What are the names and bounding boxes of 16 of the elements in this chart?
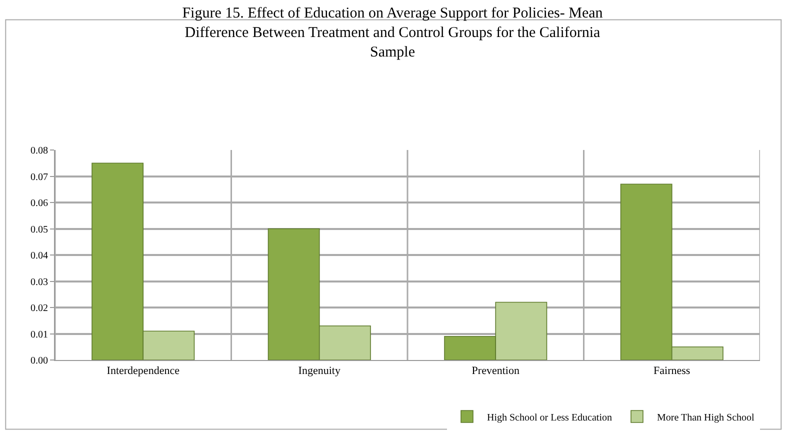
y-tick-label: 0.05 [30,224,48,236]
y-tick-label: 0.00 [30,356,48,366]
legend-label: More Than High School [656,412,755,424]
y-tick-label: 0.08 [30,146,48,156]
legend-label: High School or Less Education [487,412,612,424]
y-tick-label: 0.02 [30,303,48,314]
chart-title: Figure 15. Effect of Education on Average Support for Policies- Mean Difference Between Treatment and Control Groups for the California Sample [182,6,604,61]
x-tick-label: Fairness [654,365,690,378]
x-tick-label: Prevention [472,365,520,378]
y-tick-label: 0.03 [30,276,48,288]
x-tick-label: Ingenuity [298,365,341,378]
y-tick-label: 0.04 [30,250,48,262]
y-tick-label: 0.01 [30,329,48,340]
y-tick-label: 0.07 [30,172,48,183]
x-tick-label: Interdependence [106,365,180,378]
y-tick-label: 0.06 [30,198,48,209]
